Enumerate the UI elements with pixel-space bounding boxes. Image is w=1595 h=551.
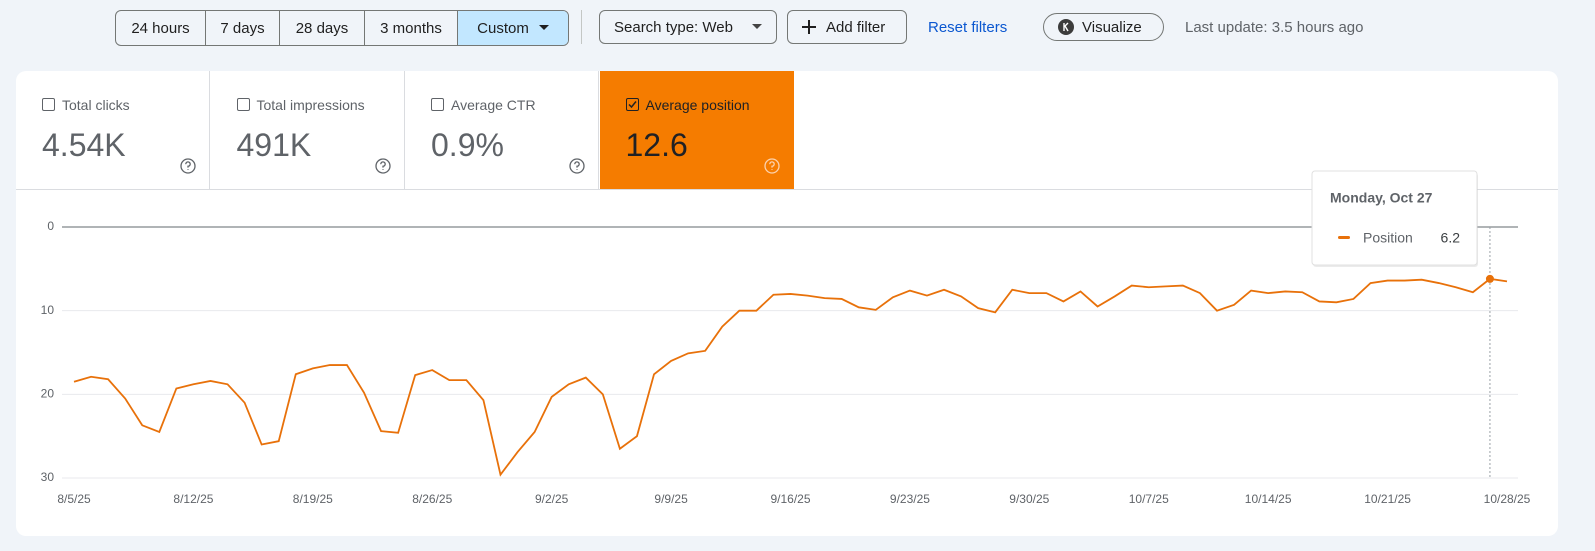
help-icon <box>374 158 391 174</box>
metric-tile[interactable]: Average position 12.6 <box>599 71 794 189</box>
tooltip-title: Monday, Oct 27 <box>1330 190 1433 206</box>
last-update: Last update: 3.5 hours ago <box>1185 19 1364 36</box>
checkbox-box <box>42 98 55 111</box>
add-filter-button[interactable]: Add filter <box>787 10 907 44</box>
search-type-label: Search type: Web <box>614 18 733 36</box>
x-tick-label: 8/26/25 <box>412 492 452 506</box>
visualize-icon <box>1058 19 1074 35</box>
checkbox-box <box>625 98 639 111</box>
y-tick-label: 10 <box>41 303 55 317</box>
y-tick-label: 20 <box>41 387 55 401</box>
tooltip-box <box>1311 170 1478 266</box>
checkbox <box>431 98 444 111</box>
checkbox <box>625 98 639 111</box>
x-tick-label: 9/30/25 <box>1009 492 1049 506</box>
series-line <box>73 277 1508 477</box>
tooltip-value: 6.2 <box>1441 230 1461 246</box>
search-type-button[interactable]: Search type: Web <box>599 10 777 44</box>
checkbox-box <box>431 98 444 111</box>
help-mark <box>768 161 775 170</box>
range-label: Custom <box>477 19 529 37</box>
divider <box>16 189 1558 190</box>
x-tick-label: 10/28/25 <box>1484 492 1531 506</box>
tooltip-series: Position <box>1363 230 1413 246</box>
range-button[interactable]: 3 months <box>365 11 458 45</box>
metric-label: Total impressions <box>256 97 365 113</box>
range-button[interactable]: 28 days <box>280 11 365 45</box>
help-circle <box>374 158 391 174</box>
help-circle <box>569 158 585 174</box>
metric-tile[interactable]: Total impressions 491K <box>211 71 405 189</box>
arrow <box>538 25 549 30</box>
y-tick-label: 0 <box>47 219 54 233</box>
metric-label: Average CTR <box>451 97 536 113</box>
help-icon <box>569 158 585 174</box>
visualize-label: Visualize <box>1082 18 1142 36</box>
x-tick-label: 8/19/25 <box>293 492 333 506</box>
range-label: 24 hours <box>131 19 190 37</box>
metric-value: 0.9% <box>431 127 504 163</box>
help-mark <box>574 161 580 170</box>
help-mark <box>185 161 191 170</box>
y-tick-label: 30 <box>41 470 55 484</box>
checkbox-box <box>236 98 250 111</box>
help-circle <box>180 158 196 174</box>
metric-tile[interactable]: Average CTR 0.9% <box>405 71 599 189</box>
help-icon <box>180 158 196 174</box>
visualize-button[interactable]: Visualize <box>1043 13 1164 41</box>
hover-point <box>1485 274 1494 283</box>
x-tick-label: 8/12/25 <box>173 492 213 506</box>
x-tick-label: 10/21/25 <box>1364 492 1411 506</box>
range-label: 3 months <box>380 19 442 37</box>
reset-filters-link[interactable]: Reset filters <box>928 19 1008 36</box>
add-filter-label: Add filter <box>826 18 886 36</box>
checkbox <box>236 98 250 111</box>
checkbox <box>42 98 55 111</box>
performance-card: Total clicks 4.54K Total impressions 491K Av… <box>16 71 1558 536</box>
x-tick-label: 9/2/25 <box>535 492 569 506</box>
tooltip: Monday, Oct 27 Position 6.2 <box>1311 170 1478 267</box>
help-mark <box>379 161 386 170</box>
dropdown-icon <box>538 25 549 30</box>
dropdown-icon <box>752 24 762 29</box>
range-label: 28 days <box>295 19 349 37</box>
metric-label: Total clicks <box>62 97 130 113</box>
range-button[interactable]: Custom <box>458 11 568 45</box>
help-icon <box>763 158 780 174</box>
tooltip-swatch <box>1338 236 1350 239</box>
range-label: 7 days <box>220 19 265 37</box>
checkmark <box>627 101 637 109</box>
separator <box>581 10 582 44</box>
range-button[interactable]: 7 days <box>206 11 280 45</box>
x-tick-label: 10/7/25 <box>1129 492 1169 506</box>
metric-value: 12.6 <box>625 127 688 163</box>
metric-value: 4.54K <box>42 127 126 163</box>
date-range-group: 24 hours 7 days 28 days 3 months Custom <box>115 10 569 46</box>
metric-tile[interactable]: Total clicks 4.54K <box>16 71 210 189</box>
range-button[interactable]: 24 hours <box>116 11 206 45</box>
x-tick-label: 9/23/25 <box>890 492 930 506</box>
help-circle <box>763 158 780 174</box>
x-tick-label: 8/5/25 <box>57 492 91 506</box>
x-tick-label: 10/14/25 <box>1245 492 1292 506</box>
x-tick-label: 9/16/25 <box>770 492 810 506</box>
plus-icon <box>802 20 816 34</box>
metric-value: 491K <box>236 127 312 163</box>
x-tick-label: 9/9/25 <box>654 492 688 506</box>
metric-label: Average position <box>645 97 750 113</box>
